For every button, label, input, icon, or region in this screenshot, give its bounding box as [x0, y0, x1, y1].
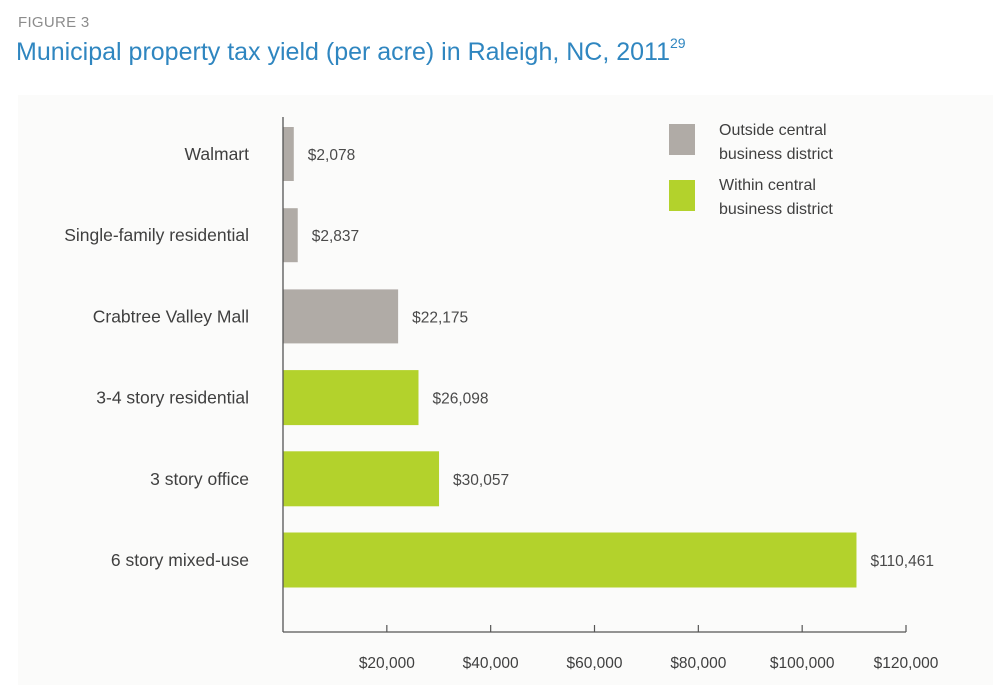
- legend-label: business district: [719, 146, 833, 163]
- bar: [283, 451, 440, 507]
- title-footnote: 29: [670, 35, 686, 51]
- value-label: $30,057: [453, 472, 509, 489]
- value-label: $26,098: [432, 391, 488, 408]
- x-tick-label: $80,000: [670, 655, 726, 672]
- bar: [283, 289, 399, 344]
- bar: [283, 127, 294, 181]
- category-label: Crabtree Valley Mall: [93, 306, 249, 326]
- category-label: Walmart: [185, 144, 250, 164]
- legend-swatch: [669, 124, 695, 155]
- figure-label: FIGURE 3: [18, 14, 90, 31]
- chart-title-text: Municipal property tax yield (per acre) …: [16, 38, 671, 66]
- category-label: 3 story office: [150, 469, 249, 489]
- legend-swatch: [669, 180, 695, 211]
- x-tick-label: $100,000: [770, 655, 835, 672]
- value-label: $22,175: [412, 309, 468, 326]
- legend-label: business district: [719, 201, 833, 218]
- x-tick-label: $40,000: [463, 655, 519, 672]
- bar: [283, 208, 298, 263]
- x-tick-label: $60,000: [566, 655, 622, 672]
- category-label: 6 story mixed-use: [111, 550, 249, 570]
- legend-label: Within central: [719, 177, 816, 194]
- value-label: $2,837: [312, 228, 359, 245]
- bar: [283, 532, 857, 588]
- category-label: Single-family residential: [64, 225, 249, 245]
- bar: [283, 370, 419, 426]
- legend-label: Outside central: [719, 122, 827, 139]
- value-label: $2,078: [308, 147, 355, 164]
- category-label: 3-4 story residential: [96, 388, 249, 408]
- chart-title: Municipal property tax yield (per acre) …: [16, 35, 686, 67]
- x-tick-label: $120,000: [874, 655, 939, 672]
- value-label: $110,461: [870, 553, 934, 570]
- x-tick-label: $20,000: [359, 655, 415, 672]
